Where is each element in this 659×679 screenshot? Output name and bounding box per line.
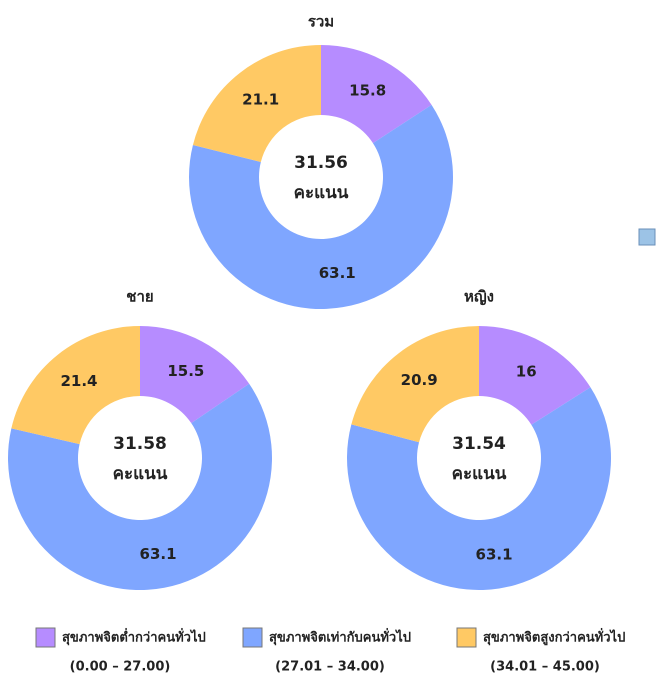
slice-label: 63.1 bbox=[319, 264, 356, 282]
donut-slice bbox=[351, 326, 479, 443]
slice-label: 21.4 bbox=[60, 372, 97, 390]
donut-slice bbox=[8, 383, 273, 591]
stray-marker bbox=[638, 228, 656, 246]
donut-slice bbox=[347, 387, 611, 591]
chart-title: ชาย bbox=[126, 288, 153, 306]
slice-label: 20.9 bbox=[401, 371, 438, 389]
legend-label: สุขภาพจิตต่ำกว่าคนทั่วไป bbox=[62, 628, 206, 646]
legend-swatch bbox=[242, 627, 263, 648]
donut-slice bbox=[192, 45, 321, 162]
donut-slice bbox=[11, 326, 140, 445]
center-value: 31.58 bbox=[113, 434, 167, 454]
center-label: คะแนน bbox=[294, 183, 349, 203]
legend-range: (0.00 – 27.00) bbox=[70, 660, 171, 675]
center-label: คะแนน bbox=[113, 464, 168, 484]
slice-label: 63.1 bbox=[140, 545, 177, 563]
chart-title: หญิง bbox=[464, 288, 494, 306]
donut-slice bbox=[188, 104, 453, 309]
slice-label: 63.1 bbox=[476, 545, 513, 563]
slice-label: 21.1 bbox=[242, 90, 279, 108]
donut-slice bbox=[140, 326, 250, 424]
slice-label: 15.8 bbox=[349, 81, 386, 99]
center-label: คะแนน bbox=[452, 464, 507, 484]
slice-label: 15.5 bbox=[167, 362, 204, 380]
donut-slice bbox=[479, 326, 591, 425]
chart-title: รวม bbox=[308, 13, 334, 31]
legend-label: สุขภาพจิตสูงกว่าคนทั่วไป bbox=[483, 628, 625, 646]
legend-range: (27.01 – 34.00) bbox=[275, 660, 385, 675]
legend-label: สุขภาพจิตเท่ากับคนทั่วไป bbox=[269, 628, 411, 646]
center-value: 31.54 bbox=[452, 434, 506, 454]
center-value: 31.56 bbox=[294, 153, 348, 173]
legend-swatch bbox=[35, 627, 56, 648]
legend-swatch bbox=[456, 627, 477, 648]
legend-range: (34.01 – 45.00) bbox=[490, 660, 600, 675]
slice-label: 16 bbox=[516, 363, 537, 381]
donut-slice bbox=[321, 45, 432, 144]
